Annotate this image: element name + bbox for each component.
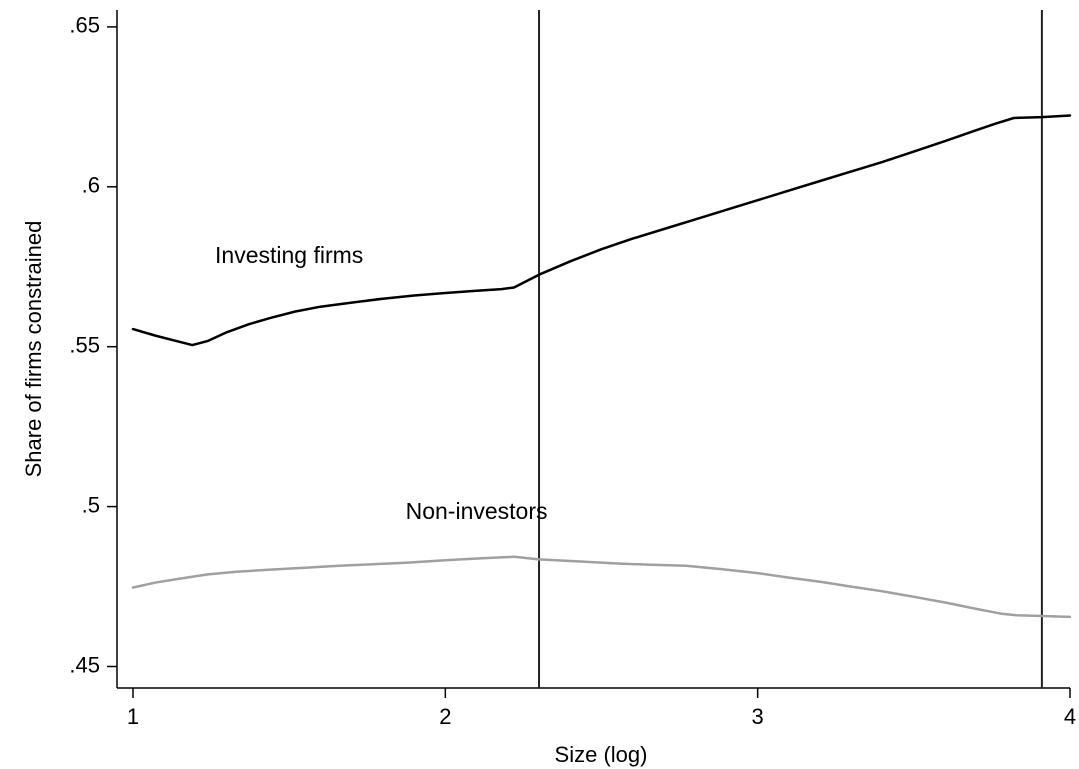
y-tick-label: .65 — [69, 13, 100, 38]
y-tick-label: .45 — [69, 652, 100, 677]
x-axis-title: Size (log) — [555, 742, 648, 767]
series-label-non-investors: Non-investors — [406, 498, 548, 524]
series-line-investing-firms — [131, 114, 1072, 347]
y-tick-label: .55 — [69, 333, 100, 358]
series-line-non-investors — [131, 555, 1072, 619]
x-tick-label: 3 — [752, 704, 764, 729]
series-lines — [131, 114, 1072, 619]
x-tick-label: 1 — [127, 704, 139, 729]
y-tick-label: .5 — [82, 492, 100, 517]
x-axis-ticks: 1 2 3 4 — [127, 688, 1076, 729]
y-axis-ticks: .45 .5 .55 .6 .65 — [69, 13, 117, 677]
plot-area: 1 2 3 4 .45 .5 .55 .6 .65 Investing firms Non-in… — [69, 10, 1076, 729]
series-labels: Investing firms Non-investors — [215, 242, 547, 524]
x-tick-label: 2 — [439, 704, 451, 729]
y-tick-label: .6 — [82, 173, 100, 198]
reference-lines — [538, 10, 1043, 688]
series-label-investing-firms: Investing firms — [215, 242, 363, 268]
x-tick-label: 4 — [1064, 704, 1076, 729]
y-axis-title: Share of firms constrained — [21, 221, 46, 478]
